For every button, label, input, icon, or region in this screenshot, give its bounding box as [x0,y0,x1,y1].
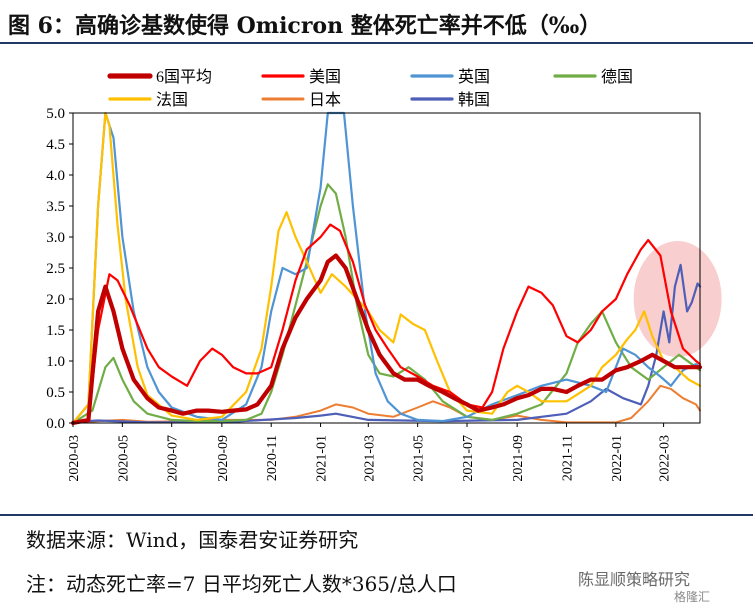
y-tick-label: 2.5 [46,261,65,277]
highlight-circle [633,241,722,357]
mortality-line-chart: 0.0 0.5 1.0 1.5 2.0 2.5 3.0 3.5 4.0 4.5 5.0 2020-03… [46,68,722,482]
x-tick-label: 2020-11 [265,435,280,481]
x-tick-label: 2021-01 [315,435,330,482]
y-tick-label: 4.0 [46,168,65,184]
watermark-sub: 格隆汇 [674,590,711,604]
watermark: 陈显顺策略研究 [578,570,691,589]
legend-label-3: 德国 [601,68,633,86]
legend-label-1: 美国 [309,68,341,86]
data-source: 数据来源：Wind，国泰君安证券研究 [26,528,359,552]
x-tick-label: 2022-01 [610,435,625,482]
x-tick-label: 2020-03 [67,435,82,482]
axis-layer: 0.0 0.5 1.0 1.5 2.0 2.5 3.0 3.5 4.0 4.5 5.0 2020-03… [46,106,701,482]
x-tick-label: 2021-05 [412,435,427,482]
y-tick-label: 3.0 [46,230,65,246]
x-tick-label: 2020-05 [116,435,131,482]
series-line-2 [71,111,702,425]
x-tick-label: 2021-09 [511,435,526,482]
legend-label-5: 日本 [309,91,341,109]
highlight-layer [633,241,722,357]
series-line-6 [71,263,702,424]
legend-label-4: 法国 [156,91,188,109]
legend-label-0: 6国平均 [156,68,212,86]
y-tick-label: 4.5 [46,137,65,153]
y-tick-label: 3.5 [46,199,65,215]
figure-title: 图 6：高确诊基数使得 Omicron 整体死亡率并不低（‰） [8,13,602,39]
series-layer [70,111,703,426]
series-line-1 [71,223,702,425]
footer-rule [0,514,753,516]
y-tick-label: 2.0 [46,292,65,308]
legend-label-6: 韩国 [458,91,490,109]
series-line-0 [70,253,703,426]
y-tick-label: 1.5 [46,323,65,339]
x-tick-label: 2021-07 [461,435,476,482]
footnote: 注：动态死亡率=7 日平均死亡人数*365/总人口 [26,572,457,596]
y-tick-label: 0.0 [46,416,65,432]
x-tick-label: 2020-09 [216,435,231,482]
legend-label-2: 英国 [458,68,490,86]
y-tick-label: 5.0 [46,106,65,122]
x-tick-label: 2021-03 [362,435,377,482]
x-tick-label: 2020-07 [166,435,181,482]
title-underline [0,42,753,44]
y-tick-label: 1.0 [46,354,65,370]
x-tick-label: 2022-03 [658,435,673,482]
x-tick-label: 2021-11 [561,435,576,481]
series-line-3 [71,183,702,425]
y-tick-label: 0.5 [46,385,65,401]
